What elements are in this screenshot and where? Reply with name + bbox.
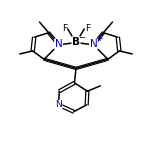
Text: F: F: [85, 24, 90, 33]
Text: +: +: [97, 34, 103, 43]
Text: N: N: [90, 39, 97, 49]
Text: −: −: [78, 33, 85, 42]
Text: N: N: [55, 39, 62, 49]
Text: N: N: [55, 100, 62, 109]
Text: F: F: [62, 24, 67, 33]
Text: B: B: [72, 37, 80, 47]
